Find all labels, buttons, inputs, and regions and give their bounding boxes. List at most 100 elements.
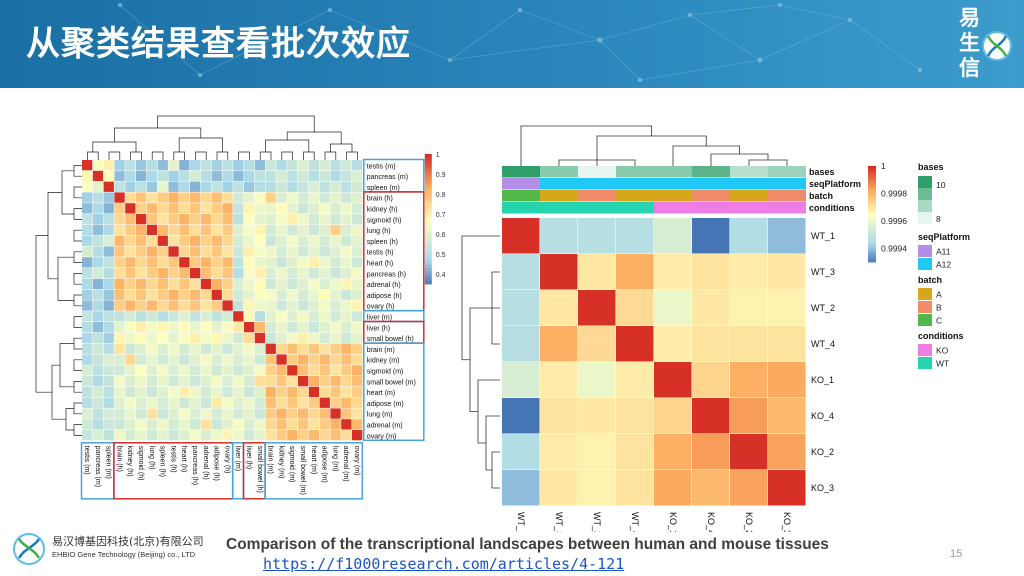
colorbar-segment xyxy=(868,252,876,256)
heatmap-cell xyxy=(341,214,352,225)
heatmap-cell xyxy=(200,354,212,365)
heatmap-cell xyxy=(692,434,730,470)
heatmap-cell xyxy=(244,419,255,430)
heatmap-cell xyxy=(82,257,93,268)
heatmap-cell xyxy=(82,181,93,192)
heatmap-cell xyxy=(244,203,255,214)
heatmap-cell xyxy=(341,322,352,333)
column-label: liver (h) xyxy=(245,446,252,469)
annotation-row-label: batch xyxy=(809,191,833,201)
heatmap-cell xyxy=(114,343,125,354)
heatmap-cells xyxy=(502,218,806,506)
heatmap-cell xyxy=(211,311,222,322)
heatmap-cell xyxy=(616,434,654,470)
heatmap-cell xyxy=(287,214,298,225)
heatmap-cell xyxy=(222,246,233,257)
heatmap-cell xyxy=(103,419,114,430)
heatmap-cell xyxy=(540,470,578,506)
heatmap-cell xyxy=(341,170,352,182)
heatmap-cell xyxy=(114,430,125,441)
column-label: WT_3 xyxy=(554,512,564,532)
heatmap-cell xyxy=(276,160,287,171)
heatmap-cell xyxy=(125,192,136,203)
heatmap-cell xyxy=(190,332,201,344)
heatmap-cell xyxy=(233,397,244,408)
heatmap-cell xyxy=(179,160,190,171)
heatmap-cell xyxy=(276,322,287,333)
heatmap-cell xyxy=(146,354,158,365)
row-label: heart (h) xyxy=(367,261,393,268)
heatmap-cell xyxy=(114,419,125,430)
heatmap-cell xyxy=(136,343,147,354)
annotation-cell xyxy=(768,202,806,214)
heatmap-cell xyxy=(136,224,147,236)
column-label: spleen (m) xyxy=(105,446,112,479)
heatmap-cell xyxy=(114,322,125,333)
colorbar-segment xyxy=(868,228,876,232)
heatmap-cell xyxy=(308,419,320,430)
row-label: testis (m) xyxy=(367,163,396,170)
heatmap-cell xyxy=(200,268,212,279)
heatmap-cell xyxy=(82,408,93,419)
heatmap-cell xyxy=(190,192,201,203)
heatmap-cell xyxy=(211,408,222,419)
column-label: kidney (h) xyxy=(126,446,133,477)
heatmap-cell xyxy=(200,181,212,192)
heatmap-cell xyxy=(298,268,309,279)
legend-tick-label: 10 xyxy=(936,180,946,190)
colorbar-segment xyxy=(868,218,876,222)
heatmap-cell xyxy=(82,332,93,344)
heatmap-cell xyxy=(330,160,341,171)
heatmap-cell xyxy=(341,192,352,203)
annotation-cell xyxy=(540,178,578,190)
heatmap-cell xyxy=(287,376,298,387)
heatmap-cell xyxy=(265,419,276,430)
column-label: sigmoid (m) xyxy=(288,446,295,483)
colorbar-segment xyxy=(868,168,876,172)
heatmap-cell xyxy=(179,289,190,300)
heatmap-cell xyxy=(82,354,93,365)
heatmap-cell xyxy=(82,235,93,246)
heatmap-cell xyxy=(308,170,320,182)
heatmap-cell xyxy=(330,289,341,300)
annotation-cell xyxy=(654,190,692,202)
column-label: brain (m) xyxy=(267,446,274,474)
heatmap-cell xyxy=(103,235,114,246)
heatmap-cell xyxy=(298,386,309,398)
heatmap-cell xyxy=(352,181,363,192)
heatmap-cell xyxy=(254,408,266,419)
heatmap-cell xyxy=(502,218,540,254)
heatmap-cell xyxy=(179,170,190,182)
article-link[interactable]: https://f1000research.com/articles/4-121 xyxy=(263,555,625,573)
heatmap-cell xyxy=(114,235,125,246)
heatmap-cell xyxy=(254,419,266,430)
heatmap-cell xyxy=(352,160,363,171)
heatmap-cell xyxy=(190,203,201,214)
heatmap-cell xyxy=(308,376,320,387)
heatmap-cell xyxy=(330,246,341,257)
heatmap-cell xyxy=(298,257,309,268)
heatmap-cell xyxy=(265,365,276,376)
colorbar-segment xyxy=(424,167,432,171)
heatmap-cell xyxy=(352,311,363,322)
heatmap-cell xyxy=(114,397,125,408)
heatmap-cell xyxy=(244,181,255,192)
heatmap-cell xyxy=(352,170,363,182)
colorbar-segment xyxy=(424,160,432,165)
heatmap-cell xyxy=(200,343,212,354)
colorbar-segment xyxy=(424,186,432,191)
heatmap-cell xyxy=(168,322,179,333)
heatmap-cell xyxy=(654,218,692,254)
colorbar-segment xyxy=(868,257,876,261)
heatmap-cell xyxy=(92,397,104,408)
heatmap-cell xyxy=(352,300,363,311)
heatmap-cell xyxy=(179,257,190,268)
heatmap-cell xyxy=(276,386,287,398)
heatmap-cell xyxy=(114,268,125,279)
row-label: KO_4 xyxy=(811,411,834,421)
heatmap-cell xyxy=(276,192,287,203)
heatmap-cell xyxy=(82,214,93,225)
heatmap-cell xyxy=(92,365,104,376)
heatmap-cell xyxy=(244,332,255,344)
colorbar-segment xyxy=(868,216,876,220)
